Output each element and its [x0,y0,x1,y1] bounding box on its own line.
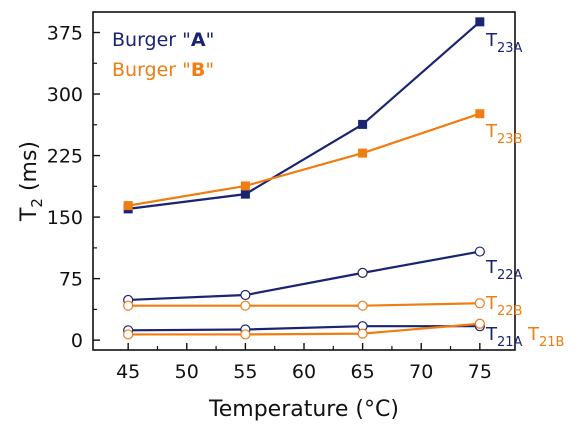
legend-entry-a-suffix: " [206,29,215,51]
y-tick-label: 300 [47,84,83,106]
data-point-t23b [358,148,368,158]
x-axis-label: Temperature (°C) [208,397,399,422]
series-label-t21b: T21B [527,324,564,350]
legend-entry-b-suffix: " [205,59,214,81]
data-point-t22a [357,267,368,278]
legend-entry-a: Burger "A" [112,29,214,51]
x-tick-label: 45 [116,361,140,383]
data-point-t23a [475,17,485,27]
data-point-t22a [474,246,485,257]
x-tick-label: 50 [175,361,199,383]
y-axis-label-base: T [17,207,42,222]
y-tick-label: 225 [47,146,83,168]
x-tick-label: 75 [468,361,492,383]
series-label-t22a: T22A [485,257,523,283]
legend-entry-b: Burger "B" [112,59,214,81]
x-tick-label: 70 [409,361,433,383]
series-label-t23a: T23A [485,30,523,56]
series-line-t21b [128,322,480,336]
series-labels: T23A T23B T22A T22B T21A T21B [485,30,564,350]
series-label-t21a: T21A [485,324,523,350]
data-point-t23a [358,119,368,129]
y-tick-label: 150 [47,207,83,229]
data-point-t21b [357,328,368,339]
data-point-t21b [240,329,251,340]
data-point-t22b [357,300,368,311]
axis-ticks: 45 50 55 60 65 70 75 0 75 150 225 300 375 [47,23,492,383]
series-label-t22b: T22B [485,293,522,319]
data-point-t22b [474,298,485,309]
data-point-t21b [474,318,485,329]
y-tick-label: 75 [59,269,83,291]
series-line-t21a [128,325,480,332]
x-tick-label: 65 [351,361,375,383]
legend-entry-a-prefix: Burger " [112,29,191,51]
data-point-t22a [240,289,251,301]
series-line-t22b [128,302,480,307]
data-point-t22b [123,300,134,311]
legend-entry-a-letter: A [191,29,206,51]
x-tick-label: 55 [233,361,257,383]
data-point-t23b [123,201,133,211]
y-axis-label-subscript: 2 [28,198,46,208]
y-axis-label: T2 (ms) [17,141,46,222]
series-line-t22a [128,250,481,302]
series-line-t23b [127,112,481,207]
data-point-t22b [240,300,251,311]
series-label-t23b: T23B [485,121,522,147]
x-tick-label: 60 [292,361,316,383]
legend-entry-b-letter: B [191,59,205,81]
y-tick-label: 375 [47,23,83,45]
series-line-t23a [128,21,481,210]
data-point-t23b [240,181,250,191]
legend: Burger "A" Burger "B" [112,29,214,81]
data-point-t21b [123,329,134,340]
legend-entry-b-prefix: Burger " [112,59,191,81]
y-axis-label-rest: (ms) [17,141,42,198]
data-point-t23a [240,189,250,199]
data-series [123,17,485,340]
data-point-t23b [475,109,485,119]
y-tick-label: 0 [71,330,83,352]
